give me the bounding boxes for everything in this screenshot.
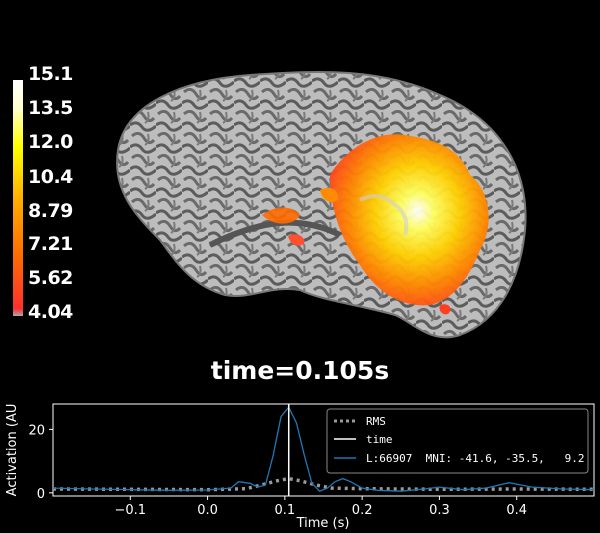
colorbar [13,80,23,316]
legend-vertex-label: L:66907 MNI: -41.6, -35.5, 9.2 [366,452,585,465]
x-axis-label: Time (s) [296,516,350,531]
activation-plot[interactable]: −0.1 0.0 0.1 0.2 0.3 0.4 0 20 Activation (AU Ti… [0,395,600,533]
legend-rms-label: RMS [366,415,386,428]
colorbar-tick-label: 5.62 [28,267,73,289]
y-tick-label: 0 [37,487,45,502]
colorbar-tick-label: 10.4 [28,166,73,188]
x-tick-label: 0.1 [275,503,296,518]
colorbar-tick-label: 7.21 [28,233,73,255]
activation-overlay [262,134,489,315]
x-tick-label: 0.2 [352,503,373,518]
time-label: time=0.105s [210,356,390,385]
colorbar-tick-label: 13.5 [28,97,73,119]
colorbar-tick-label: 15.1 [28,63,73,85]
legend-box [326,408,589,474]
legend: RMS time L:66907 MNI: -41.6, -35.5, 9.2 [326,408,589,474]
x-tick-label: 0.4 [506,503,527,518]
axis-ticks: −0.1 0.0 0.1 0.2 0.3 0.4 0 20 [28,423,527,518]
brain-surface-view[interactable] [0,0,600,350]
x-tick-label: −0.1 [114,503,146,518]
vertex-series-line [52,406,595,492]
y-axis-label: Activation (AU [5,404,20,497]
colorbar-tick-label: 4.04 [28,301,73,323]
y-tick-label: 20 [28,423,45,438]
x-tick-label: 0.0 [197,503,218,518]
series-layer [52,406,595,492]
colorbar-tick-label: 8.79 [28,200,73,222]
legend-time-label: time [366,433,393,446]
colorbar-tick-label: 12.0 [28,131,73,153]
x-tick-label: 0.3 [429,503,450,518]
